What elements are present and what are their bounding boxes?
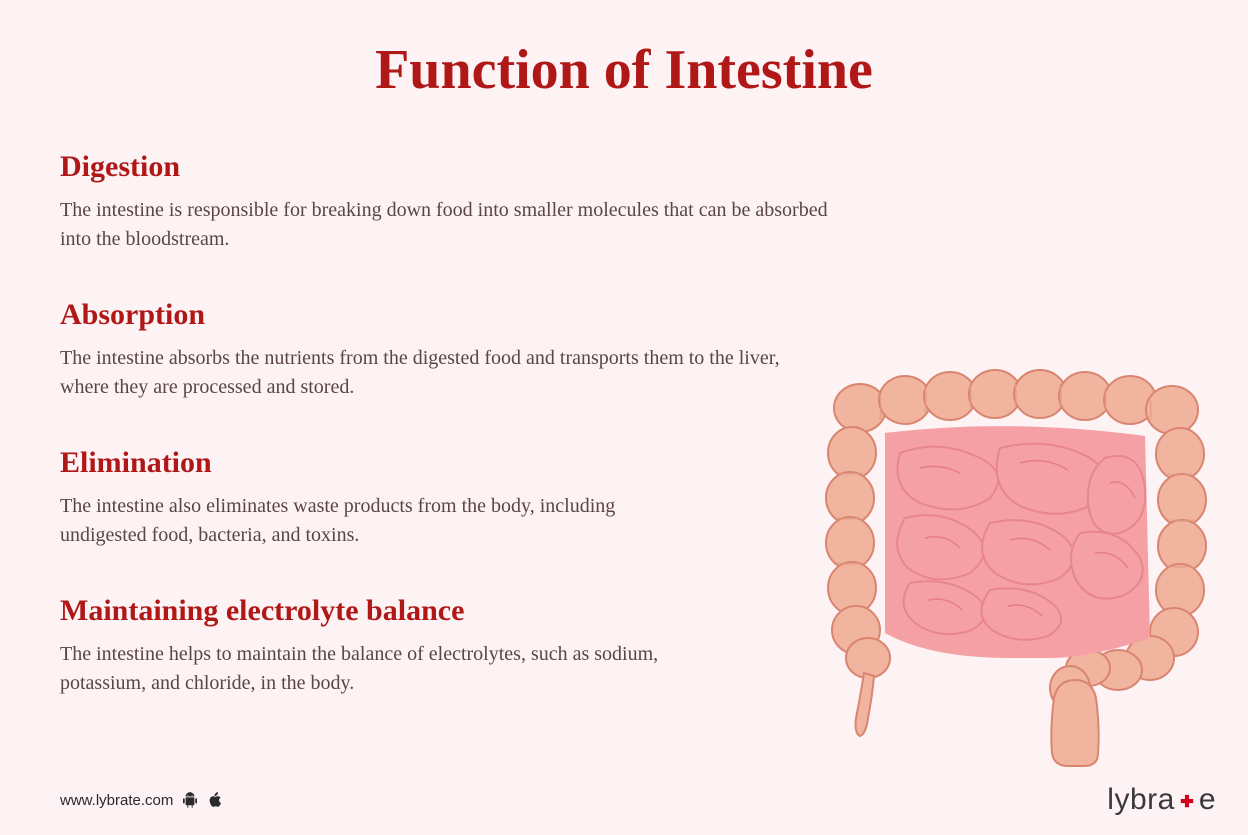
footer-url: www.lybrate.com <box>60 792 173 809</box>
footer-left: www.lybrate.com <box>60 792 221 809</box>
heading-absorption: Absorption <box>60 298 1248 332</box>
body-digestion: The intestine is responsible for breakin… <box>60 196 830 254</box>
footer: www.lybrate.com lybra e <box>0 783 1248 817</box>
body-absorption: The intestine absorbs the nutrients from… <box>60 344 830 402</box>
body-elimination: The intestine also eliminates waste prod… <box>60 492 680 550</box>
brand-prefix: lybra <box>1107 783 1175 817</box>
body-electrolyte: The intestine helps to maintain the bala… <box>60 640 680 698</box>
heading-digestion: Digestion <box>60 150 1248 184</box>
page-title: Function of Intestine <box>0 0 1248 122</box>
brand-plus-icon <box>1176 783 1198 817</box>
brand-suffix: e <box>1199 783 1216 817</box>
intestine-illustration <box>810 358 1220 768</box>
apple-icon <box>207 792 221 808</box>
section-digestion: Digestion The intestine is responsible f… <box>60 150 1248 254</box>
brand-logo: lybra e <box>1107 783 1216 817</box>
android-icon <box>183 792 197 808</box>
